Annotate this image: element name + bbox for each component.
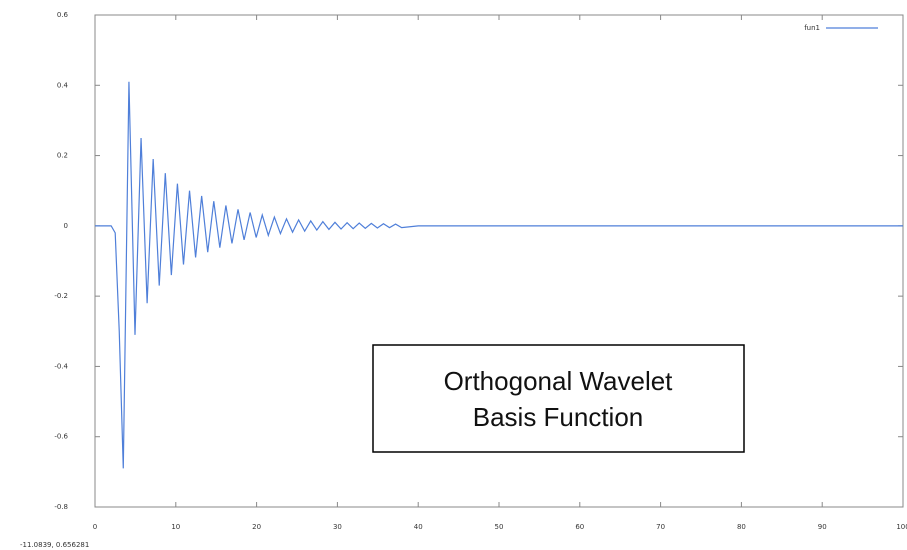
y-tick-label: -0.2 (54, 292, 68, 300)
y-tick-label: 0.2 (57, 152, 68, 160)
legend-label: fun1 (804, 24, 820, 32)
x-tick-label: 0 (93, 523, 97, 531)
y-tick-label: -0.4 (54, 362, 68, 370)
y-tick-label: 0.6 (57, 11, 69, 19)
y-tick-label: -0.6 (54, 433, 68, 441)
x-tick-label: 20 (252, 523, 261, 531)
x-tick-label: 10 (171, 523, 180, 531)
x-tick-label: 80 (737, 523, 746, 531)
annotation: Basis Function (473, 402, 644, 432)
annotation-box (372, 344, 745, 453)
line (95, 81, 903, 469)
x-tick-label: 100 (896, 523, 907, 531)
y-tick-label: 0 (64, 222, 68, 230)
annotation: Orthogonal Wavelet (444, 366, 674, 396)
x-tick-label: 50 (495, 523, 504, 531)
status-text: -11.0839, 0.656281 (20, 541, 89, 549)
x-tick-label: 60 (575, 523, 584, 531)
x-tick-label: 40 (414, 523, 423, 531)
y-tick-label: -0.8 (54, 503, 68, 511)
x-tick-label: 90 (818, 523, 827, 531)
x-tick-label: 30 (333, 523, 342, 531)
y-tick-label: 0.4 (57, 81, 69, 89)
x-tick-label: 70 (656, 523, 665, 531)
